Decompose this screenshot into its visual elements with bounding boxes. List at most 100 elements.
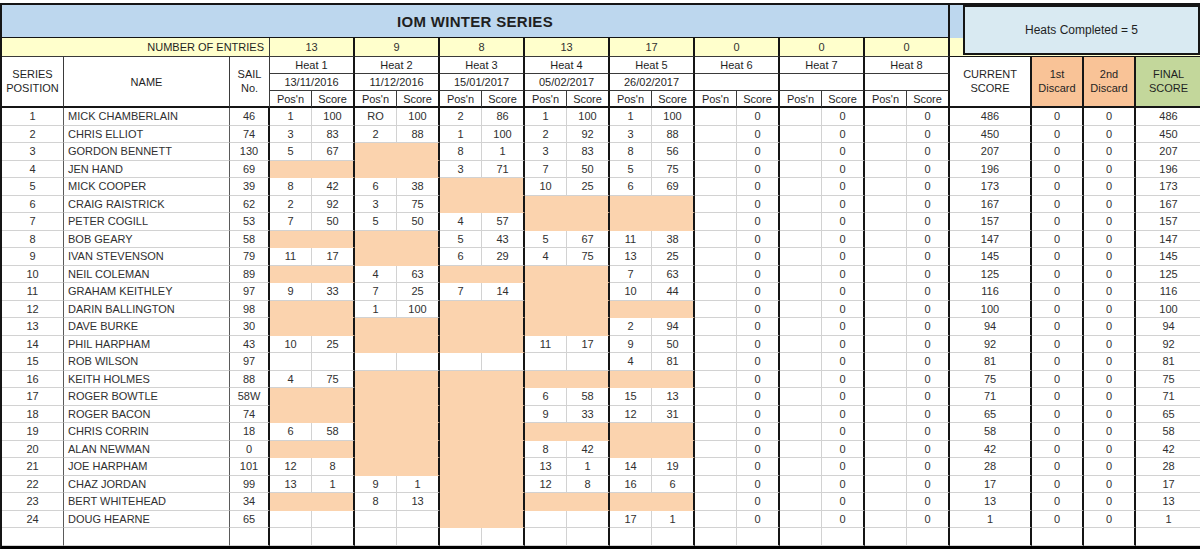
heat5-posn-cell: 4: [610, 353, 652, 371]
heat3-posn-cell: [440, 336, 482, 354]
heat8-score-cell: 0: [907, 301, 950, 319]
heat1-posn-cell: [270, 161, 312, 179]
heat4-score-cell: 25: [567, 178, 610, 196]
heat6-posn-cell: [695, 406, 737, 424]
heat6-score-cell: 0: [737, 388, 780, 406]
heat6-posn-cell: [695, 423, 737, 441]
heat1-score-cell: [312, 161, 355, 179]
heat5-posn-header: Pos'n: [610, 91, 652, 108]
heat7-score-cell: 0: [822, 458, 865, 476]
heat5-posn-cell: [610, 441, 652, 459]
heat8-score-cell: 0: [907, 178, 950, 196]
heat3-score-cell: [482, 266, 525, 284]
heat7-posn-cell: [780, 108, 822, 126]
heat7-posn-cell: [780, 423, 822, 441]
table-row: 19CHRIS CORRIN18658000580058: [2, 423, 1200, 441]
heat7-score-cell: 0: [822, 511, 865, 529]
final-score-cell: 17: [1136, 476, 1200, 494]
heat4-posn-cell: [525, 283, 567, 301]
heat6-label: Heat 6: [695, 57, 780, 74]
heat1-label: Heat 1: [270, 57, 355, 74]
heat6-posn-cell: [695, 388, 737, 406]
table-row: 5MICK COOPER39842638102566900017300173: [2, 178, 1200, 196]
second-discard-cell: 0: [1084, 336, 1136, 354]
heat2-score-cell: [397, 511, 440, 529]
heat3-date: 15/01/2017: [440, 74, 525, 91]
heat7-posn-cell: [780, 458, 822, 476]
current-score-cell: 75: [950, 371, 1032, 389]
series-position-cell: 22: [2, 476, 64, 494]
heat7-score-cell: 0: [822, 441, 865, 459]
heat7-score-cell: 0: [822, 266, 865, 284]
heat1-score-cell: 92: [312, 196, 355, 214]
heat3-score-cell: 29: [482, 248, 525, 266]
heat3-score-cell: [482, 511, 525, 529]
heat7-entries-cell: 0: [780, 38, 865, 57]
heat4-posn-cell: 12: [525, 476, 567, 494]
heat1-score-cell: 25: [312, 336, 355, 354]
sail-cell: 74: [230, 126, 270, 144]
heat5-score-cell: 25: [652, 248, 695, 266]
series-position-cell: 23: [2, 493, 64, 511]
first-discard-cell: 0: [1032, 266, 1084, 284]
name-cell: BOB GEARY: [64, 231, 230, 249]
series-position-cell: [2, 528, 64, 546]
heat8-posn-cell: [865, 371, 907, 389]
heat8-score-cell: [907, 528, 950, 546]
name-cell: [64, 528, 230, 546]
heat2-posn-cell: [355, 371, 397, 389]
heat2-score-header: Score: [397, 91, 440, 108]
heat4-score-cell: [567, 283, 610, 301]
sail-cell: 30: [230, 318, 270, 336]
heat8-score-cell: 0: [907, 283, 950, 301]
name-cell: JEN HAND: [64, 161, 230, 179]
sail-cell: 130: [230, 143, 270, 161]
sail-cell: 97: [230, 283, 270, 301]
current-score-cell: 173: [950, 178, 1032, 196]
first-discard-cell: 0: [1032, 143, 1084, 161]
heat8-posn-cell: [865, 213, 907, 231]
second-discard-cell: 0: [1084, 423, 1136, 441]
name-cell: ALAN NEWMAN: [64, 441, 230, 459]
heat7-score-cell: [822, 528, 865, 546]
heat2-posn-cell: 9: [355, 476, 397, 494]
heat1-posn-cell: 7: [270, 213, 312, 231]
heat8-label: Heat 8: [865, 57, 950, 74]
heat1-posn-cell: [270, 318, 312, 336]
current-score-cell: 28: [950, 458, 1032, 476]
sail-cell: 0: [230, 441, 270, 459]
heat3-posn-cell: 4: [440, 213, 482, 231]
table-row: 3GORDON BENNETT1305678138385600020700207: [2, 143, 1200, 161]
heat3-entries-cell: 8: [440, 38, 525, 57]
first-discard-cell: 0: [1032, 388, 1084, 406]
sail-cell: 74: [230, 406, 270, 424]
heat6-score-cell: 0: [737, 126, 780, 144]
series-position-cell: 13: [2, 318, 64, 336]
heat3-score-cell: 100: [482, 126, 525, 144]
sail-cell: 39: [230, 178, 270, 196]
heat2-posn-cell: [355, 318, 397, 336]
table-row: 12DARIN BALLINGTON98110000010000100: [2, 301, 1200, 319]
heat5-posn-cell: [610, 196, 652, 214]
heat8-posn-cell: [865, 441, 907, 459]
series-position-cell: 10: [2, 266, 64, 284]
heat6-posn-cell: [695, 231, 737, 249]
heat7-score-cell: 0: [822, 108, 865, 126]
heat5-score-header: Score: [652, 91, 695, 108]
heat8-score-cell: 0: [907, 406, 950, 424]
heat8-posn-cell: [865, 423, 907, 441]
heat5-score-cell: 50: [652, 336, 695, 354]
current-score-cell: 196: [950, 161, 1032, 179]
heat4-posn-cell: [525, 353, 567, 371]
second-discard-header: 2nd Discard: [1084, 57, 1136, 108]
heat8-posn-cell: [865, 476, 907, 494]
heat5-label: Heat 5: [610, 57, 695, 74]
heat3-posn-cell: [440, 423, 482, 441]
heat8-posn-cell: [865, 108, 907, 126]
first-discard-cell: 0: [1032, 406, 1084, 424]
heat3-score-cell: [482, 493, 525, 511]
series-position-cell: 15: [2, 353, 64, 371]
heat2-score-cell: 1: [397, 476, 440, 494]
heat7-posn-cell: [780, 283, 822, 301]
second-discard-cell: 0: [1084, 196, 1136, 214]
